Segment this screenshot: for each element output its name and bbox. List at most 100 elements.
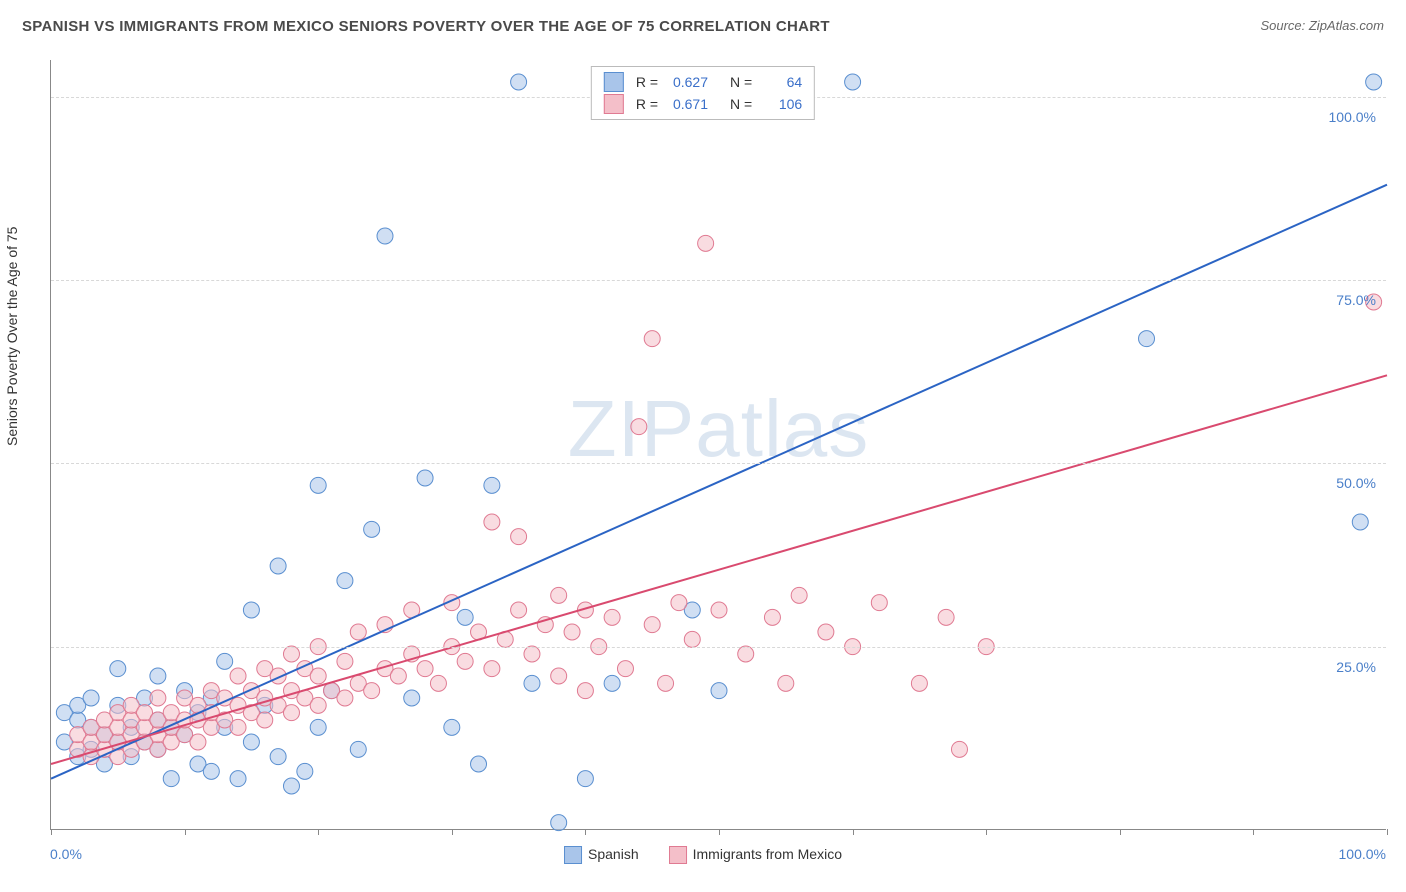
data-point (270, 749, 286, 765)
data-point (951, 741, 967, 757)
scatter-plot-svg (51, 60, 1386, 829)
stat-label-r: R = (636, 74, 658, 90)
legend-swatch (604, 72, 624, 92)
data-point (778, 675, 794, 691)
legend-label: Immigrants from Mexico (693, 846, 842, 862)
x-tick (719, 829, 720, 835)
gridline-horizontal (51, 463, 1386, 464)
data-point (551, 587, 567, 603)
data-point (243, 734, 259, 750)
data-point (257, 712, 273, 728)
data-point (1139, 331, 1155, 347)
legend-swatch (669, 846, 687, 864)
trend-line (51, 375, 1387, 764)
data-point (604, 609, 620, 625)
data-point (83, 690, 99, 706)
stat-label-r: R = (636, 96, 658, 112)
data-point (364, 683, 380, 699)
source-attribution: Source: ZipAtlas.com (1260, 18, 1384, 33)
data-point (150, 668, 166, 684)
legend-label: Spanish (588, 846, 639, 862)
data-point (230, 719, 246, 735)
data-point (270, 558, 286, 574)
data-point (818, 624, 834, 640)
data-point (671, 595, 687, 611)
data-point (163, 771, 179, 787)
data-point (337, 690, 353, 706)
chart-title: SPANISH VS IMMIGRANTS FROM MEXICO SENIOR… (22, 18, 830, 35)
stat-value-n: 64 (760, 74, 802, 90)
data-point (457, 653, 473, 669)
x-tick (318, 829, 319, 835)
stat-value-r: 0.671 (666, 96, 708, 112)
source-link[interactable]: ZipAtlas.com (1309, 18, 1384, 33)
data-point (310, 697, 326, 713)
y-tick-label: 50.0% (1336, 475, 1376, 491)
data-point (738, 646, 754, 662)
data-point (604, 675, 620, 691)
data-point (644, 617, 660, 633)
data-point (871, 595, 887, 611)
stats-row: R = 0.671 N = 106 (604, 93, 802, 115)
gridline-horizontal (51, 280, 1386, 281)
data-point (230, 668, 246, 684)
legend-item: Immigrants from Mexico (669, 846, 842, 864)
data-point (617, 661, 633, 677)
data-point (938, 609, 954, 625)
stat-value-n: 106 (760, 96, 802, 112)
legend-item: Spanish (564, 846, 639, 864)
data-point (1352, 514, 1368, 530)
data-point (283, 778, 299, 794)
correlation-stats-box: R =0.627N =64R =0.671N =106 (591, 66, 815, 120)
data-point (243, 602, 259, 618)
x-tick (1387, 829, 1388, 835)
data-point (711, 602, 727, 618)
data-point (711, 683, 727, 699)
data-point (684, 631, 700, 647)
data-point (511, 602, 527, 618)
data-point (524, 646, 540, 662)
x-tick (585, 829, 586, 835)
x-tick (51, 829, 52, 835)
data-point (217, 653, 233, 669)
data-point (511, 529, 527, 545)
data-point (577, 771, 593, 787)
data-point (297, 763, 313, 779)
data-point (337, 653, 353, 669)
data-point (484, 477, 500, 493)
data-point (417, 470, 433, 486)
data-point (283, 646, 299, 662)
data-point (457, 609, 473, 625)
x-tick (1253, 829, 1254, 835)
data-point (310, 477, 326, 493)
x-axis-min-label: 0.0% (50, 846, 82, 862)
y-axis-label: Seniors Poverty Over the Age of 75 (4, 227, 20, 446)
data-point (911, 675, 927, 691)
y-tick-label: 100.0% (1329, 109, 1376, 125)
source-label: Source: (1260, 18, 1308, 33)
data-point (551, 815, 567, 831)
data-point (511, 74, 527, 90)
data-point (350, 624, 366, 640)
data-point (845, 74, 861, 90)
legend-swatch (604, 94, 624, 114)
data-point (404, 690, 420, 706)
data-point (577, 683, 593, 699)
x-axis-max-label: 100.0% (1339, 846, 1386, 862)
data-point (283, 705, 299, 721)
data-point (310, 668, 326, 684)
chart-plot-area: ZIPatlas 25.0%50.0%75.0%100.0% (50, 60, 1386, 830)
data-point (484, 514, 500, 530)
data-point (644, 331, 660, 347)
data-point (444, 719, 460, 735)
x-tick (853, 829, 854, 835)
gridline-horizontal (51, 647, 1386, 648)
stats-row: R =0.627N =64 (604, 71, 802, 93)
data-point (430, 675, 446, 691)
data-point (390, 668, 406, 684)
data-point (631, 419, 647, 435)
stat-label-n: N = (730, 96, 752, 112)
x-tick (185, 829, 186, 835)
data-point (150, 690, 166, 706)
stat-label-n: N = (730, 74, 752, 90)
